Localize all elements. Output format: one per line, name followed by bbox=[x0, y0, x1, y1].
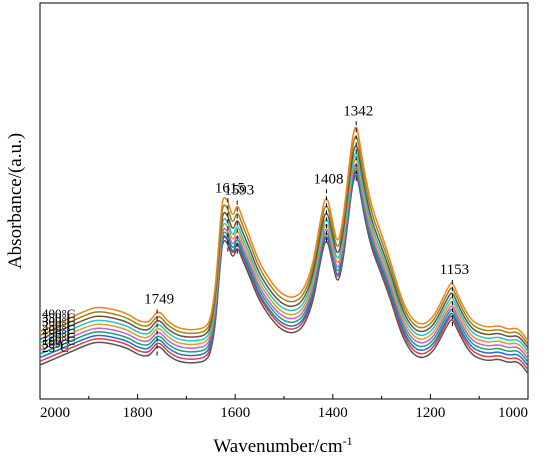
series-label: 200°C bbox=[42, 322, 75, 337]
series-line-400c bbox=[39, 126, 529, 342]
series-label: 120°C bbox=[42, 330, 75, 345]
x-axis: 2000 1800 1600 1400 1200 1000 bbox=[39, 394, 529, 421]
series-label: 250°C bbox=[42, 318, 75, 333]
series-line-150c bbox=[39, 163, 529, 359]
x-tick-label: 1000 bbox=[498, 405, 528, 421]
series-line-200c bbox=[39, 158, 529, 356]
x-tick-label: 1200 bbox=[415, 405, 445, 421]
peak-label: 1408 bbox=[314, 171, 344, 187]
series-line-50c bbox=[39, 170, 529, 371]
series-label: 25°C bbox=[42, 340, 69, 355]
series-line-350c bbox=[39, 135, 529, 345]
x-tick-label: 1400 bbox=[318, 405, 348, 421]
series-line-25c bbox=[39, 174, 529, 374]
series-label: 50°C bbox=[42, 337, 69, 352]
series-label: 350°C bbox=[42, 310, 75, 325]
x-axis-title: Wavenumber/cm-1 bbox=[213, 434, 352, 457]
series-lines bbox=[39, 126, 529, 374]
series-line-100c bbox=[39, 171, 529, 367]
peak-label: 1153 bbox=[440, 262, 469, 278]
series-label: 300°C bbox=[42, 314, 75, 329]
series-labels: 25°C50°C100°C120°C150°C200°C250°C300°C35… bbox=[42, 306, 75, 355]
peak-label: 1342 bbox=[343, 103, 373, 119]
x-tick-label: 2000 bbox=[40, 405, 70, 421]
series-line-120c bbox=[39, 167, 529, 363]
series-line-250c bbox=[39, 152, 529, 352]
x-tick-label: 1600 bbox=[220, 405, 250, 421]
series-line-300c bbox=[39, 145, 529, 349]
peak-label: 1593 bbox=[224, 183, 254, 199]
series-label: 100°C bbox=[42, 333, 75, 348]
x-tick-label: 1800 bbox=[123, 405, 153, 421]
peak-label: 1615 bbox=[215, 180, 245, 196]
series-label: 150°C bbox=[42, 326, 75, 341]
plot-frame bbox=[39, 2, 529, 400]
peak-label: 1749 bbox=[144, 292, 174, 308]
y-axis-title: Absorbance/(a.u.) bbox=[5, 133, 26, 269]
series-label: 400°C bbox=[42, 306, 75, 321]
